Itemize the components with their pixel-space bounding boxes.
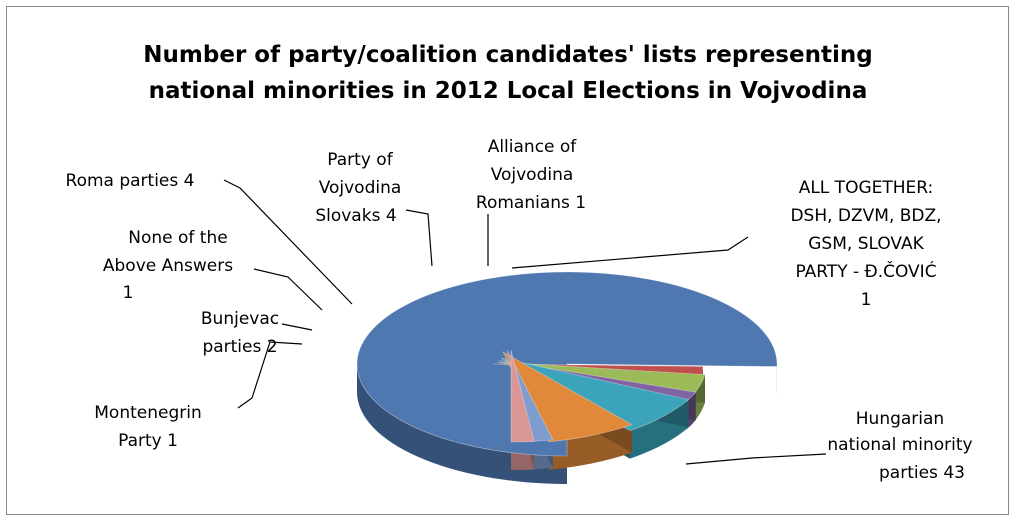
slice-label-romanians-line-1: Vojvodina	[491, 165, 574, 185]
slice-label-slovaks-line-0: Party of	[327, 150, 393, 170]
leader-line-hungarian	[685, 453, 827, 465]
slice-label-together-line-2: GSM, SLOVAK	[808, 234, 924, 254]
slice-label-slovaks-line-1: Vojvodina	[319, 178, 402, 198]
leader-line-roma	[223, 179, 353, 305]
slice-label-together-line-1: DSH, DZVM, BDZ,	[790, 206, 941, 226]
leader-line-bunjevac	[281, 323, 313, 331]
slice-label-none-line-0: None of the	[128, 228, 227, 248]
pie-slice-together	[510, 349, 535, 443]
leader-line-none	[253, 268, 323, 311]
chart-title-line-2: national minorities in 2012 Local Electi…	[149, 78, 868, 104]
slice-label-montenegrin-line-0: Montenegrin	[94, 403, 201, 423]
leader-line-montenegrin	[237, 341, 303, 409]
pie-slice-hungarian	[356, 271, 778, 457]
slice-label-romanians-line-0: Alliance of	[488, 137, 578, 157]
slice-labels: Hungarian national minority parties 43 Mont…	[66, 137, 973, 483]
pie-slices	[356, 271, 778, 484]
chart-title-line-1: Number of party/coalition candidates' li…	[143, 42, 872, 68]
slice-label-together-line-0: ALL TOGETHER:	[799, 178, 934, 198]
slice-label-together-line-4: 1	[861, 290, 872, 310]
slice-label-bunjevac-line-1: parties 2	[202, 337, 277, 357]
slice-label-slovaks-line-2: Slovaks 4	[315, 206, 396, 226]
slice-label-hungarian-line-2: parties 43	[879, 463, 965, 483]
slice-label-together-line-3: PARTY - Đ.ČOVIĆ	[795, 260, 936, 282]
slice-label-bunjevac-line-0: Bunjevac	[201, 309, 279, 329]
slice-label-hungarian-line-1: national minority	[827, 435, 972, 455]
slice-label-hungarian-line-0: Hungarian	[856, 409, 944, 429]
slice-label-none-line-1: Above Answers	[103, 256, 233, 276]
leader-line-slovaks	[405, 209, 433, 267]
slice-label-montenegrin-line-1: Party 1	[118, 431, 178, 451]
slice-label-roma-line-0: Roma parties 4	[66, 171, 195, 191]
pie-slice-roma	[500, 357, 690, 432]
slice-label-romanians-line-2: Romanians 1	[476, 193, 586, 213]
leader-line-together	[511, 236, 749, 269]
pie-slice-slovaks	[502, 351, 633, 443]
slice-label-none-line-2: 1	[123, 283, 134, 303]
